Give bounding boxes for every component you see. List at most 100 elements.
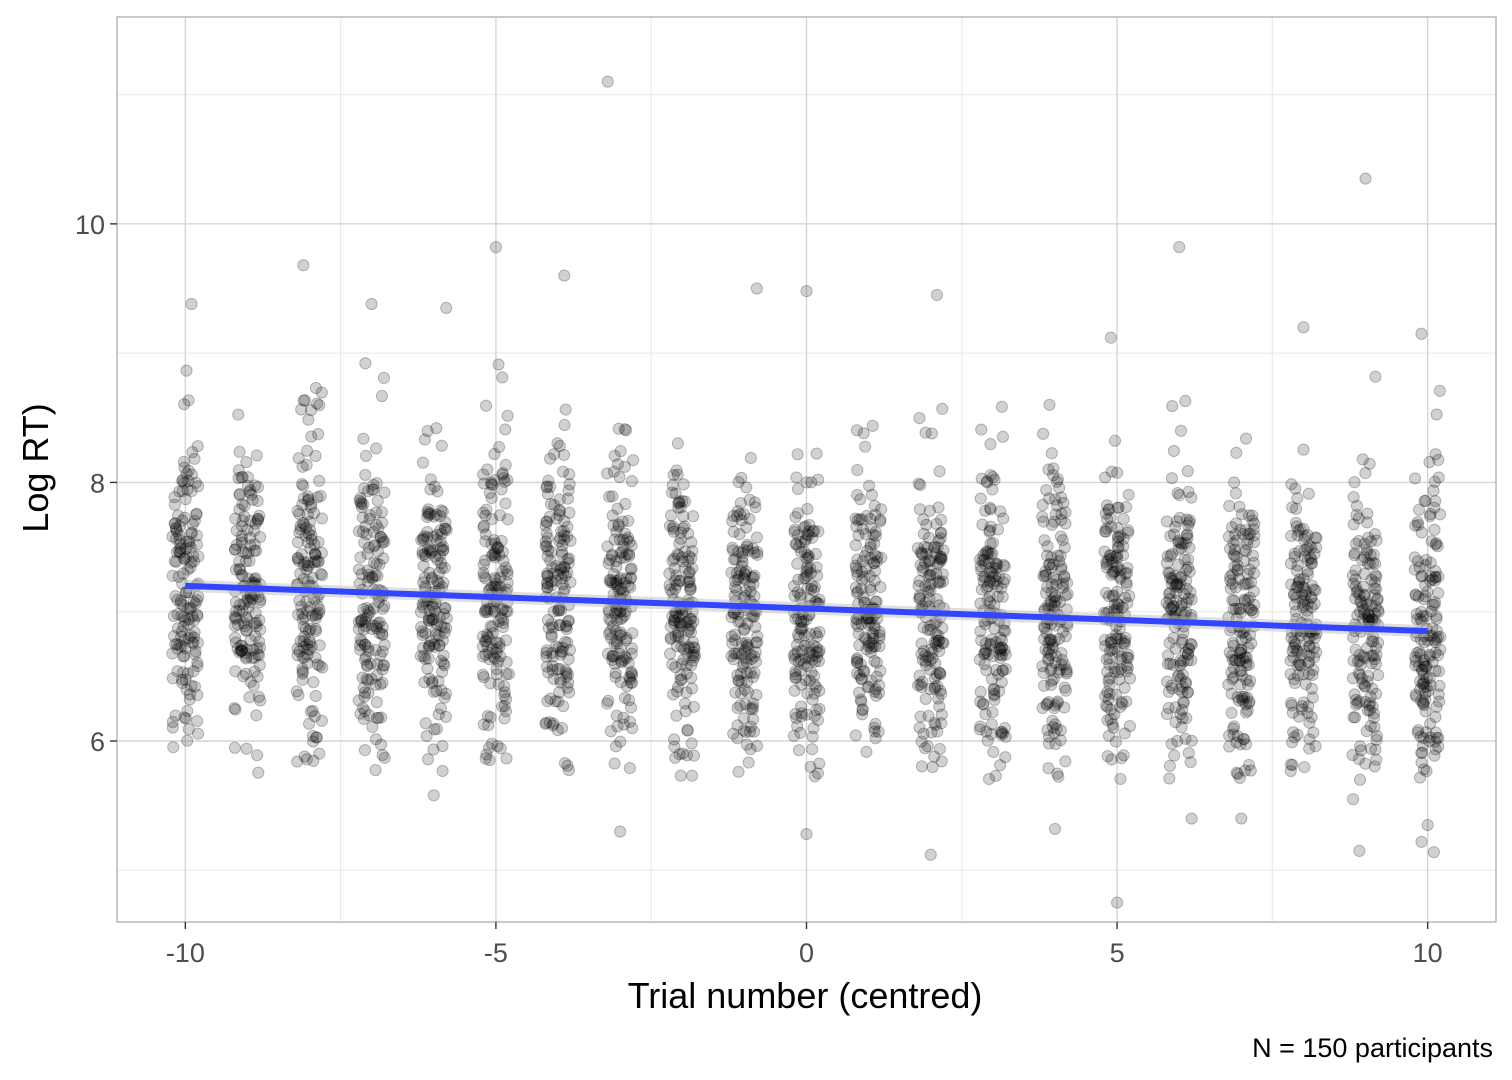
data-point: [1179, 394, 1192, 408]
data-point: [232, 472, 245, 485]
data-point: [316, 569, 329, 582]
data-point: [437, 657, 450, 670]
data-point: [1414, 730, 1427, 743]
data-point: [855, 582, 868, 595]
data-point: [357, 623, 370, 636]
data-point: [1235, 812, 1248, 825]
data-point: [1240, 651, 1253, 664]
data-point: [544, 554, 557, 567]
data-point: [1298, 761, 1311, 774]
data-point: [315, 714, 328, 727]
data-point: [564, 534, 577, 547]
data-point: [1424, 507, 1437, 521]
data-point: [1226, 672, 1239, 686]
data-point: [369, 569, 382, 582]
data-point: [308, 556, 321, 569]
data-point: [492, 541, 505, 554]
data-point: [428, 510, 441, 523]
data-point: [233, 598, 246, 612]
data-point: [679, 705, 692, 718]
data-point: [181, 602, 195, 615]
data-point: [622, 548, 636, 561]
data-point: [361, 659, 374, 673]
data-point: [555, 525, 568, 538]
data-point: [297, 559, 310, 572]
data-point: [547, 605, 560, 618]
data-point: [417, 576, 430, 589]
data-point: [1115, 695, 1128, 709]
data-point: [166, 569, 179, 582]
data-point: [235, 471, 248, 484]
data-point: [740, 675, 754, 688]
data-point: [294, 523, 307, 536]
data-point: [869, 529, 882, 543]
data-point: [623, 762, 636, 775]
data-point: [1426, 655, 1439, 669]
data-point: [626, 722, 639, 735]
data-point: [169, 590, 182, 603]
data-point: [355, 568, 368, 581]
data-point: [251, 494, 264, 508]
data-point: [181, 667, 194, 680]
data-point: [1419, 494, 1432, 507]
data-point: [428, 605, 442, 618]
data-point: [859, 440, 872, 453]
data-point: [169, 517, 182, 530]
data-point: [1247, 556, 1260, 570]
data-point: [241, 471, 255, 484]
data-point: [563, 506, 576, 519]
data-point: [191, 440, 204, 453]
data-point: [1368, 528, 1382, 541]
data-point: [364, 509, 377, 522]
data-point: [555, 548, 569, 561]
data-point: [241, 547, 255, 560]
data-point: [1045, 447, 1058, 460]
data-point: [230, 604, 243, 618]
data-point: [546, 719, 559, 732]
data-point: [540, 515, 553, 528]
data-point: [488, 447, 501, 461]
data-point: [425, 613, 438, 626]
data-point: [178, 552, 191, 565]
data-point: [232, 464, 245, 477]
data-point: [1225, 706, 1238, 720]
data-point: [431, 575, 444, 588]
data-point: [254, 694, 267, 707]
data-point: [791, 482, 805, 496]
data-point: [979, 546, 992, 559]
data-point: [176, 475, 189, 488]
data-point: [1118, 727, 1131, 740]
data-point: [367, 483, 380, 496]
data-point: [1304, 551, 1317, 564]
data-point: [421, 662, 434, 675]
data-point: [1291, 669, 1305, 682]
y-tick-label: 8: [90, 468, 105, 498]
data-point: [254, 623, 267, 636]
data-point: [1432, 587, 1445, 600]
data-point: [750, 688, 763, 702]
data-point: [483, 602, 496, 615]
data-point: [545, 618, 558, 631]
data-point: [166, 530, 179, 543]
data-point: [1165, 679, 1178, 692]
data-point: [365, 622, 378, 636]
data-point: [499, 458, 512, 472]
data-point: [362, 687, 375, 700]
data-point: [561, 520, 574, 533]
data-point: [425, 546, 438, 559]
data-point: [849, 539, 862, 552]
data-point: [245, 651, 259, 664]
data-point: [359, 705, 372, 718]
data-point: [363, 571, 376, 584]
data-point: [933, 667, 947, 680]
data-point: [246, 493, 259, 506]
data-point: [479, 528, 492, 541]
data-point: [913, 592, 926, 605]
data-point: [435, 527, 448, 541]
data-point: [191, 656, 204, 669]
data-point: [170, 532, 183, 545]
y-tick-label: 10: [75, 210, 105, 240]
data-point: [174, 542, 187, 555]
data-point: [1101, 750, 1114, 763]
data-point: [563, 468, 576, 481]
